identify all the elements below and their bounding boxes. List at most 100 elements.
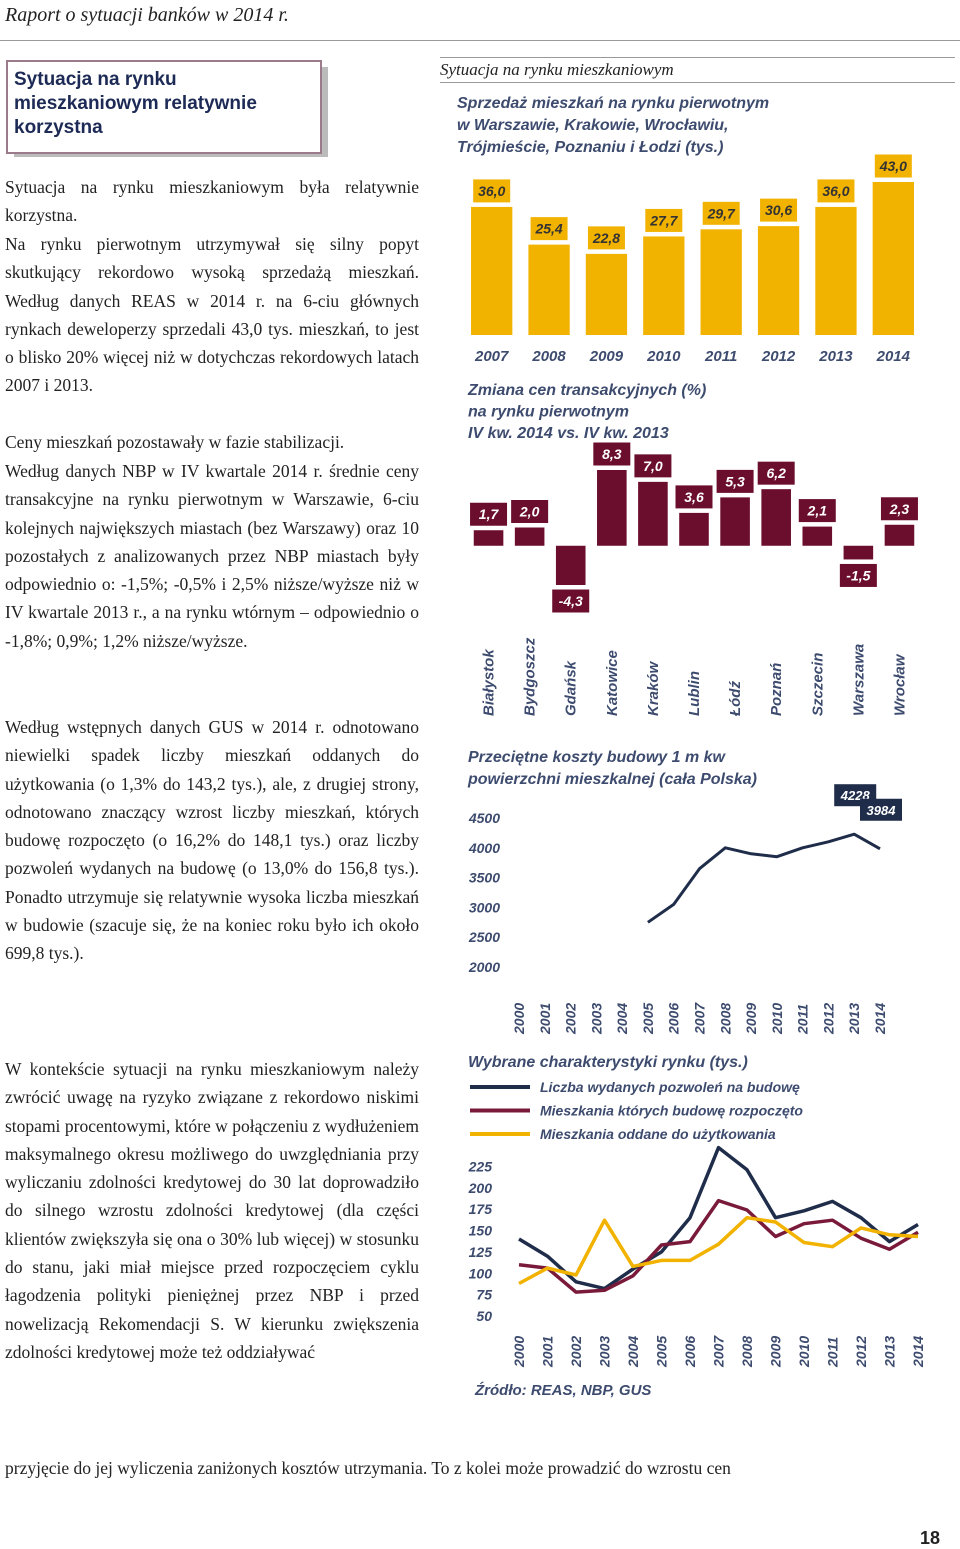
value-label: 25,4: [534, 221, 562, 237]
paragraph: Ceny mieszkań pozostawały w fazie stabil…: [5, 432, 345, 452]
x-tick-label: 2003: [588, 1003, 604, 1035]
x-tick-label: 2008: [717, 1003, 733, 1035]
x-tick-label: 2012: [820, 1003, 836, 1035]
page-number: 18: [920, 1528, 941, 1548]
label-box: [510, 499, 550, 524]
value-label: 27,7: [649, 212, 678, 228]
x-tick-label: 2001: [540, 1336, 556, 1368]
x-tick-label: 2010: [769, 1003, 785, 1035]
line: [647, 832, 881, 924]
value-label: 2,3: [889, 501, 910, 517]
y-tick-label: 175: [469, 1201, 493, 1217]
y-tick-label: 225: [468, 1158, 493, 1174]
label-box: [529, 216, 569, 242]
label-box: [759, 197, 799, 223]
x-tick-label: 2012: [761, 348, 796, 365]
x-tick-label: Warszawa: [850, 644, 867, 716]
x-tick-label: 2011: [795, 1004, 811, 1035]
x-tick-label: Poznań: [768, 663, 785, 716]
sidebar-box: Sytuacja na rynku mieszkaniowym relatywn…: [6, 60, 322, 154]
x-tick-label: 2013: [818, 348, 853, 365]
label-box: [756, 460, 796, 486]
header-title: Raport o sytuacji banków w 2014 r.: [5, 4, 289, 26]
chart-title: Wybrane charakterystyki rynku (tys.): [468, 1054, 748, 1071]
label-box: [797, 498, 837, 524]
y-tick-label: 50: [476, 1308, 492, 1324]
bar: [473, 530, 504, 546]
value-label: 29,7: [707, 205, 736, 221]
bar: [720, 497, 750, 546]
label-box: [816, 178, 856, 204]
bar: [514, 527, 545, 546]
x-tick-label: 2011: [825, 1337, 841, 1368]
value-label: 36,0: [822, 183, 849, 199]
y-tick-label: 150: [469, 1223, 493, 1239]
label-box: [633, 453, 673, 479]
label-box: [701, 200, 741, 226]
x-tick-label: 2014: [872, 1003, 888, 1035]
label-box: [592, 441, 632, 467]
x-tick-label: 2009: [768, 1336, 784, 1368]
label-box: [551, 588, 591, 614]
bar: [597, 470, 627, 546]
x-tick-label: Kraków: [645, 660, 662, 716]
label-box: [873, 153, 913, 179]
x-tick-label: 2013: [846, 1003, 862, 1035]
y-tick-label: 75: [476, 1287, 492, 1303]
bar: [528, 244, 570, 335]
paragraph: W kontekście sytuacji na rynku mieszkani…: [5, 1059, 419, 1362]
value-label: 2,1: [807, 503, 828, 519]
y-tick-label: 4000: [468, 840, 500, 856]
legend-label: Liczba wydanych pozwoleń na budowę: [540, 1079, 800, 1095]
paragraph: Sytuacja na rynku mieszkaniowym była rel…: [5, 177, 419, 226]
bar: [872, 182, 914, 335]
bar: [843, 545, 874, 560]
chart-title: w Warszawie, Krakowie, Wrocławiu,: [457, 117, 729, 134]
bottom-line: przyjęcie do jej wyliczenia zaniżonych k…: [5, 1458, 731, 1478]
legend-label: Mieszkania których budowę rozpoczęto: [540, 1103, 803, 1119]
legend-label: Mieszkania oddane do użytkowania: [540, 1126, 776, 1142]
value-label: 43,0: [879, 158, 907, 174]
value-label: 1,7: [479, 506, 500, 522]
label-box: [586, 225, 626, 251]
x-tick-label: 2002: [568, 1336, 584, 1368]
x-tick-label: 2008: [739, 1336, 755, 1368]
x-tick-label: 2007: [711, 1335, 727, 1368]
section-label: Sytuacja na rynku mieszkaniowym: [440, 57, 955, 83]
x-tick-label: Wrocław: [891, 653, 908, 716]
header-rule: [0, 40, 960, 41]
x-tick-label: Szczecin: [809, 653, 826, 716]
x-tick-label: 2014: [910, 1336, 926, 1368]
chart-title: IV kw. 2014 vs. IV kw. 2013: [468, 425, 669, 442]
x-tick-label: 2004: [614, 1003, 630, 1035]
x-tick-label: Gdańsk: [563, 660, 580, 716]
x-tick-label: 2011: [704, 348, 737, 365]
line: [518, 1215, 919, 1286]
x-tick-label: 2005: [640, 1003, 656, 1035]
line: [518, 1145, 919, 1291]
x-tick-label: 2000: [511, 1003, 527, 1035]
label-box: [469, 501, 509, 527]
paragraph: Według wstępnych danych GUS w 2014 r. od…: [5, 717, 419, 964]
label-box: [674, 484, 714, 510]
bar: [815, 206, 857, 335]
label-box: [644, 207, 684, 233]
x-tick-label: 2007: [692, 1002, 708, 1035]
value-label: 5,3: [725, 473, 745, 489]
chart-title: powierzchni mieszkalnej (cała Polska): [467, 771, 757, 788]
source: Źródło: REAS, NBP, GUS: [474, 1382, 651, 1399]
x-tick-label: 2013: [882, 1336, 898, 1368]
x-tick-label: 2010: [646, 348, 681, 365]
x-tick-label: Bydgoszcz: [522, 637, 539, 716]
value-label: -1,5: [846, 567, 870, 583]
value-label: 3,6: [684, 489, 704, 505]
value-label: 36,0: [478, 183, 505, 199]
x-tick-label: 2014: [876, 348, 911, 365]
y-tick-label: 2000: [468, 959, 500, 975]
x-tick-label: 2012: [853, 1336, 869, 1368]
x-tick-label: 2004: [625, 1336, 641, 1368]
x-tick-label: 2006: [682, 1336, 698, 1368]
chart-title: Sprzedaż mieszkań na rynku pierwotnym: [457, 95, 769, 112]
